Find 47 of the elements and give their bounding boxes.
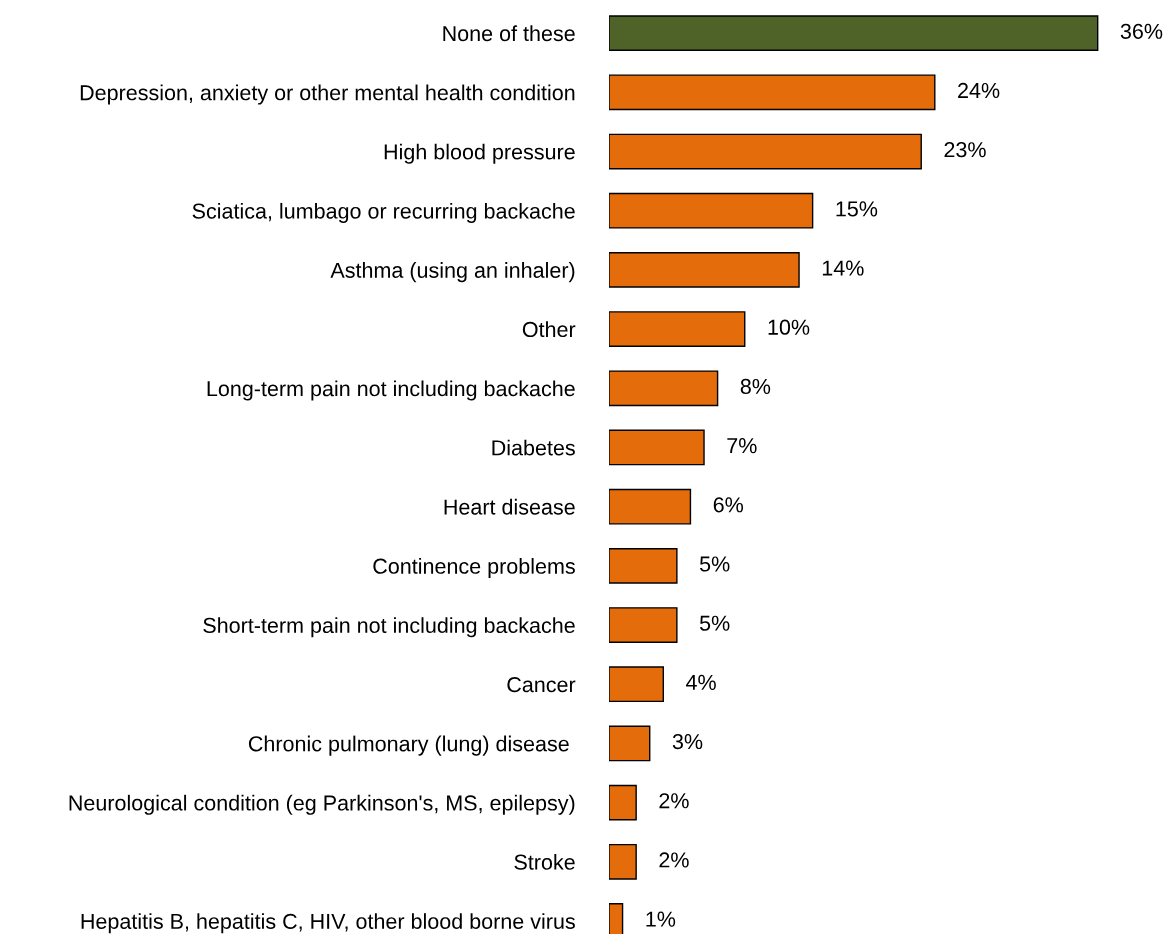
data-label: 14% — [822, 260, 864, 276]
y-tick-label: Stroke — [514, 853, 575, 870]
y-tick-label: Cancer — [507, 676, 576, 693]
y-tick-label: Depression, anxiety or other mental health condition — [80, 84, 575, 105]
y-tick-label: Heart disease — [444, 498, 575, 515]
data-label: 23% — [944, 142, 986, 158]
bar — [609, 192, 814, 229]
bar — [609, 784, 637, 821]
y-tick-label: Diabetes — [492, 439, 575, 456]
bar — [609, 429, 705, 466]
y-tick-label: None of these — [443, 25, 575, 42]
bar — [609, 370, 719, 407]
bar — [609, 74, 936, 111]
data-label: 8% — [740, 378, 771, 395]
data-label: 36% — [1120, 23, 1163, 39]
bar — [609, 666, 664, 703]
y-tick-label: Chronic pulmonary (lung) disease — [248, 735, 569, 756]
y-tick-label: Continence problems — [373, 558, 575, 579]
bar — [609, 725, 651, 762]
bar — [609, 843, 637, 880]
data-label: 7% — [727, 438, 757, 454]
data-label: 5% — [699, 615, 730, 631]
data-label: 6% — [713, 497, 744, 513]
y-tick-label: Sciatica, lumbago or recurring backache — [192, 202, 575, 223]
bar — [609, 607, 678, 643]
data-label: 5% — [699, 556, 730, 572]
y-tick-label: Asthma (using an inhaler) — [330, 262, 575, 283]
y-tick-label: Long-term pain not including backache — [207, 380, 575, 401]
bar — [609, 252, 800, 288]
y-tick-label: High blood pressure — [384, 143, 575, 164]
y-tick-label: Short-term pain not including backache — [203, 617, 575, 638]
bar — [609, 311, 746, 347]
y-tick-label: Other — [522, 321, 576, 338]
data-label: 15% — [836, 201, 878, 217]
data-label: 24% — [958, 82, 1000, 99]
bar — [609, 488, 692, 525]
bar — [609, 133, 922, 170]
data-label: 3% — [672, 733, 703, 750]
data-label: 2% — [659, 793, 689, 809]
data-label: 1% — [646, 911, 676, 927]
y-tick-label: Hepatitis B, hepatitis C, HIV, other blood borne virus — [81, 913, 575, 934]
data-label: 10% — [768, 319, 810, 335]
bar — [609, 547, 678, 584]
data-label: 2% — [659, 852, 689, 868]
y-tick-label: Neurological condition (eg Parkinson's, MS, epilepsy) — [69, 794, 575, 815]
bar — [609, 15, 1099, 52]
data-label: 4% — [686, 674, 716, 690]
